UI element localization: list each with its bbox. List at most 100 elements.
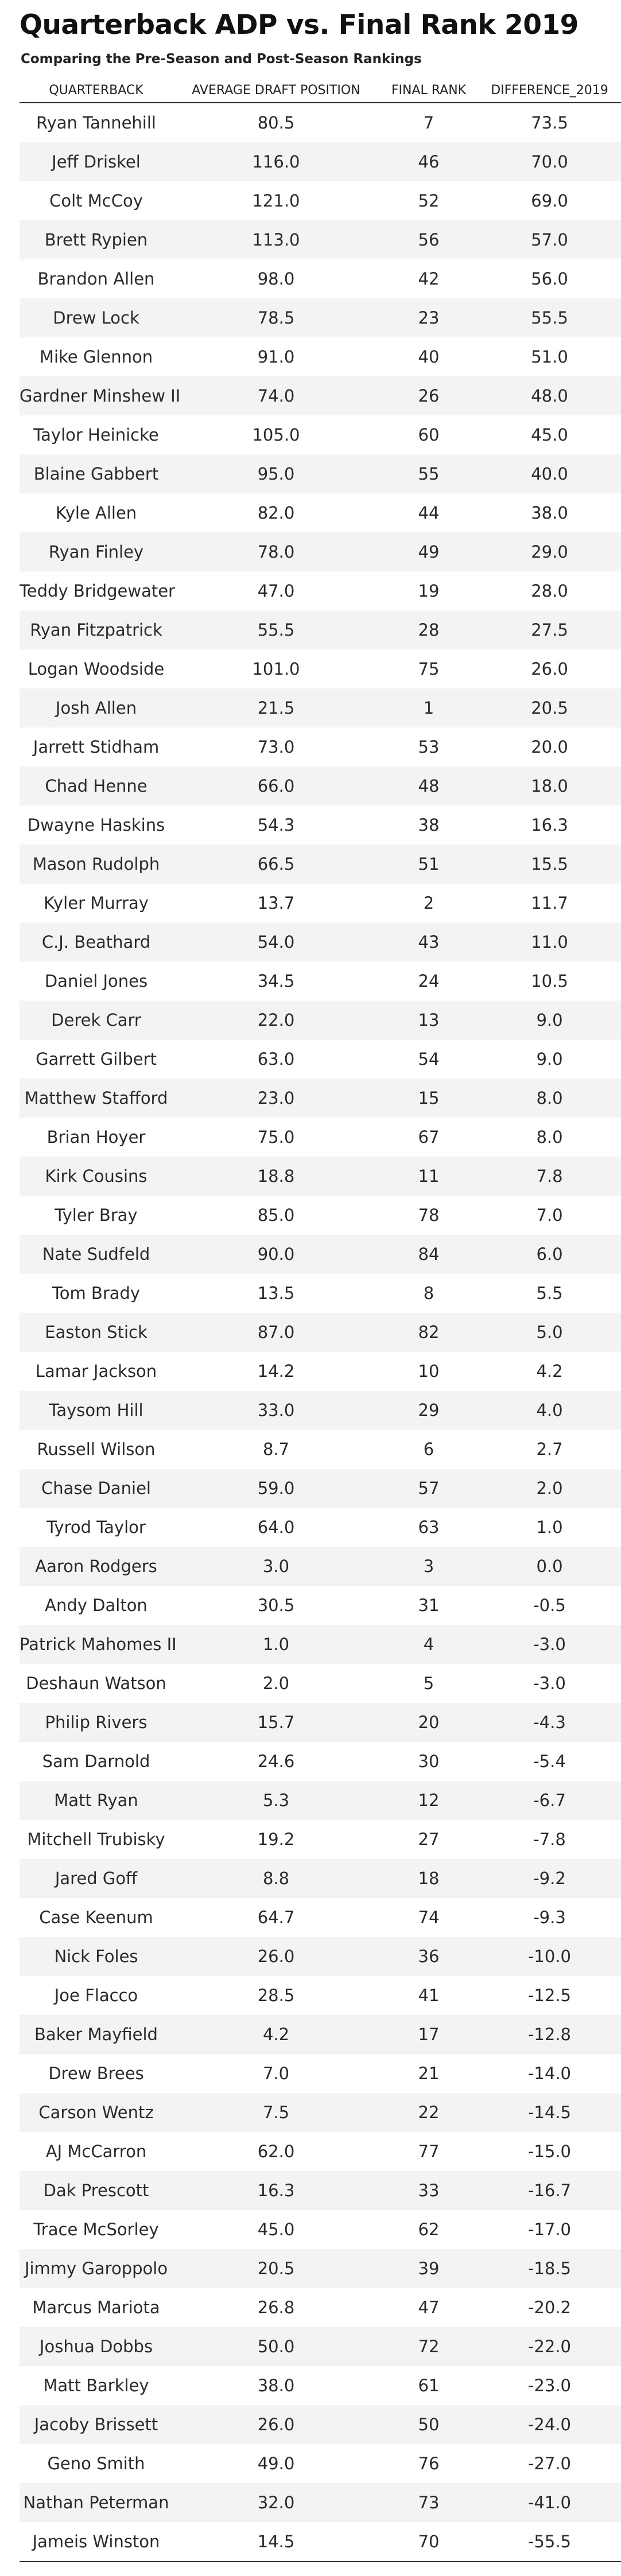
table-row: Daniel Jones 34.5 24 10.5 [20,962,621,1001]
adp-cell: 24.6 [257,1752,295,1771]
difference-cell: -0.5 [533,1596,566,1615]
adp-cell: 80.5 [257,113,295,133]
adp-cell: 85.0 [257,1205,295,1225]
table-row: Drew Brees 7.0 21 -14.0 [20,2054,621,2093]
difference-cell: -14.0 [527,2064,572,2083]
quarterback-cell: Jarrett Stidham [33,737,160,757]
final-rank-cell: 52 [418,191,440,211]
table-row: Case Keenum 64.7 74 -9.3 [20,1898,621,1937]
adp-cell: 20.5 [173,2249,379,2288]
adp-cell: 38.0 [257,2376,295,2395]
quarterback-cell: Colt McCoy [49,191,143,211]
quarterback-cell: Jacoby Brissett [20,2405,173,2444]
final-rank-cell: 78 [418,1205,440,1225]
column-header-quarterback: QUARTERBACK [20,78,173,103]
difference-cell: 26.0 [531,659,568,679]
table-row: Taysom Hill 33.0 29 4.0 [20,1391,621,1430]
final-rank-cell: 50 [379,2405,478,2444]
table-row: Patrick Mahomes II 1.0 4 -3.0 [20,1625,621,1664]
difference-cell: 10.5 [531,971,568,991]
final-rank-cell: 27 [418,1830,440,1849]
final-rank-cell: 82 [379,1313,478,1352]
difference-cell: 0.0 [478,1547,621,1586]
table-row: Ryan Finley 78.0 49 29.0 [20,532,621,571]
table-row: Blaine Gabbert 95.0 55 40.0 [20,454,621,493]
quarterback-cell: Dak Prescott [20,2171,173,2210]
table-row: Ryan Fitzpatrick 55.5 28 27.5 [20,610,621,649]
table-row: Teddy Bridgewater 47.0 19 28.0 [20,571,621,610]
final-rank-cell: 62 [418,2220,440,2239]
table-row: Chase Daniel 59.0 57 2.0 [20,1469,621,1508]
table-row: Dwayne Haskins 54.3 38 16.3 [20,806,621,845]
adp-cell: 90.0 [173,1235,379,1274]
final-rank-cell: 54 [418,1049,440,1069]
table-row: Baker Mayfield 4.2 17 -12.8 [20,2015,621,2054]
difference-cell: 70.0 [478,142,621,181]
quarterback-cell: Logan Woodside [28,659,165,679]
final-rank-cell: 63 [418,1517,440,1537]
final-rank-cell: 26 [379,376,478,415]
difference-cell: 48.0 [478,376,621,415]
difference-cell: 18.0 [478,766,621,806]
quarterback-cell: C.J. Beathard [20,923,173,962]
difference-cell: 8.0 [536,1127,563,1147]
table-row: Marcus Mariota 26.8 47 -20.2 [20,2288,621,2327]
adp-cell: 62.0 [257,2142,295,2161]
quarterback-cell: Matt Barkley [43,2376,149,2395]
final-rank-cell: 33 [379,2171,478,2210]
final-rank-cell: 6 [423,1439,434,1459]
column-header-final-rank: FINAL RANK [379,78,478,103]
table-row: Geno Smith 49.0 76 -27.0 [20,2444,621,2483]
quarterback-cell: Chad Henne [20,766,173,806]
difference-cell: 16.3 [531,815,568,835]
difference-cell: 6.0 [478,1235,621,1274]
difference-cell: -10.0 [478,1937,621,1976]
difference-cell: -24.0 [478,2405,621,2444]
table-row: Colt McCoy 121.0 52 69.0 [20,181,621,220]
final-rank-cell: 46 [379,142,478,181]
quarterback-cell: Kyler Murray [44,893,149,913]
quarterback-cell: Andy Dalton [45,1596,148,1615]
quarterback-cell: Brett Rypien [20,220,173,259]
final-rank-cell: 18 [379,1859,478,1898]
quarterback-cell: Russell Wilson [37,1439,156,1459]
final-rank-cell: 43 [379,923,478,962]
quarterback-cell: Kyle Allen [55,503,137,523]
difference-cell: -12.5 [527,1986,572,2005]
difference-cell: -22.0 [478,2327,621,2366]
difference-cell: -9.3 [533,1908,566,1927]
difference-cell: 55.5 [478,298,621,337]
quarterback-cell: Joe Flacco [54,1986,138,2005]
table-row: Joe Flacco 28.5 41 -12.5 [20,1976,621,2015]
final-rank-cell: 44 [418,503,440,523]
final-rank-cell: 7 [423,113,434,133]
final-rank-cell: 74 [418,1908,440,1927]
difference-cell: 20.0 [531,737,568,757]
adp-cell: 47.0 [257,581,295,601]
adp-cell: 101.0 [252,659,300,679]
table-row: AJ McCarron 62.0 77 -15.0 [20,2132,621,2171]
table-row: Jacoby Brissett 26.0 50 -24.0 [20,2405,621,2444]
quarterback-cell: Nathan Peterman [20,2483,173,2522]
adp-cell: 18.8 [173,1157,379,1196]
quarterback-cell: Philip Rivers [20,1703,173,1742]
difference-cell: -3.0 [478,1625,621,1664]
adp-cell: 30.5 [257,1596,295,1615]
table-row: Aaron Rodgers 3.0 3 0.0 [20,1547,621,1586]
adp-cell: 63.0 [257,1049,295,1069]
final-rank-cell: 5 [423,1674,434,1693]
difference-cell: 2.7 [536,1439,563,1459]
difference-cell: 20.5 [478,688,621,727]
table-row: Matthew Stafford 23.0 15 8.0 [20,1079,621,1118]
difference-cell: 1.0 [536,1517,563,1537]
final-rank-cell: 57 [379,1469,478,1508]
table-row: Jeff Driskel 116.0 46 70.0 [20,142,621,181]
adp-cell: 26.0 [173,2405,379,2444]
final-rank-cell: 75 [418,659,440,679]
adp-cell: 82.0 [257,503,295,523]
quarterback-cell: Mike Glennon [39,347,153,367]
table-row: Ryan Tannehill 80.5 7 73.5 [20,103,621,142]
table-row: Easton Stick 87.0 82 5.0 [20,1313,621,1352]
final-rank-cell: 72 [379,2327,478,2366]
